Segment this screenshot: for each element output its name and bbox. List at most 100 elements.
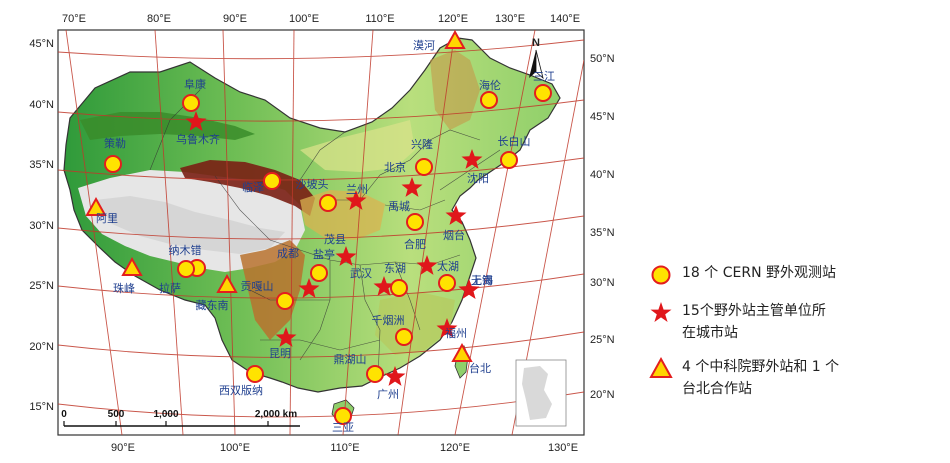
circle-marker-icon xyxy=(406,213,424,231)
station-32: 福州 xyxy=(436,318,467,340)
circle-marker-icon xyxy=(182,94,200,112)
station-label: 乌鲁木齐 xyxy=(176,132,220,146)
station-11: 沙坡头 xyxy=(296,178,337,212)
circle-marker-icon xyxy=(480,91,498,109)
north-label: N xyxy=(532,37,540,49)
station-label: 合肥 xyxy=(404,237,426,251)
station-37: 三亚 xyxy=(332,407,354,434)
station-label: 长白山 xyxy=(498,134,531,148)
top-tick-120e: 120°E xyxy=(438,13,468,25)
star-marker-icon xyxy=(650,302,672,322)
left-tick-20n: 20°N xyxy=(29,341,54,353)
station-8: 北京 xyxy=(384,158,433,176)
station-label: 禹城 xyxy=(388,200,410,213)
right-tick-45n: 45°N xyxy=(590,111,615,123)
southeast-hills xyxy=(375,292,455,355)
triangle-marker-icon xyxy=(121,256,143,276)
star-marker-icon xyxy=(445,205,467,225)
station-label: 沈阳 xyxy=(467,171,489,185)
station-label: 广州 xyxy=(377,388,399,401)
station-14: 烟台 xyxy=(443,205,467,242)
circle-marker-icon xyxy=(390,279,408,297)
bottom-tick-100e: 100°E xyxy=(220,442,250,454)
station-label: 昆明 xyxy=(269,347,291,360)
legend-row-star: 15个野外站主管单位所 在城市站 xyxy=(648,300,938,344)
station-5: 长白山 xyxy=(498,134,531,169)
circle-marker-icon xyxy=(310,264,328,282)
station-26: 东湖 xyxy=(384,262,408,297)
left-tick-25n: 25°N xyxy=(29,280,54,292)
station-1: 海伦 xyxy=(479,78,501,109)
scale-label-500: 500 xyxy=(108,409,125,420)
south-china-sea-inset xyxy=(515,359,567,427)
province-boundaries xyxy=(149,89,501,379)
triangle-marker-icon xyxy=(444,29,466,49)
circle-marker-icon xyxy=(500,151,518,169)
station-label: 上海 xyxy=(471,273,493,287)
station-label: 福州 xyxy=(445,326,467,340)
station-label: 三江 xyxy=(533,70,555,83)
star-marker-icon xyxy=(384,366,406,386)
station-label: 千烟洲 xyxy=(372,313,405,327)
station-13: 禹城 xyxy=(388,200,424,231)
star-marker-icon xyxy=(185,111,207,131)
right-tick-25n: 25°N xyxy=(590,334,615,346)
station-label: 太湖 xyxy=(437,260,459,273)
station-label: 藏东南 xyxy=(196,299,229,312)
station-label: 茂县 xyxy=(324,232,346,246)
triangle-marker-icon xyxy=(85,196,107,216)
scale-bar: 0 500 1,000 2,000 km xyxy=(61,409,300,427)
circle-marker-icon xyxy=(395,328,413,346)
scale-label-0: 0 xyxy=(61,409,67,420)
north-arrow: N xyxy=(529,37,544,80)
top-tick-90e: 90°E xyxy=(223,13,247,25)
star-marker-icon xyxy=(461,149,483,169)
station-10: 临泽 xyxy=(242,172,281,194)
scale-label-2000: 2,000 km xyxy=(255,409,297,420)
bottom-tick-120e: 120°E xyxy=(440,442,470,454)
circle-marker-icon xyxy=(276,292,294,310)
legend-row-triangle: 4 个中科院野外站和 1 个 台北合作站 xyxy=(648,356,938,400)
circle-marker-icon xyxy=(651,265,671,285)
station-label: 武汉 xyxy=(350,267,372,280)
top-tick-130e: 130°E xyxy=(495,13,525,25)
station-label: 台北 xyxy=(469,361,491,375)
station-label: 东湖 xyxy=(384,262,406,275)
station-12: 兰州 xyxy=(345,183,368,210)
top-tick-70e: 70°E xyxy=(62,13,86,25)
station-2: 三江 xyxy=(533,70,555,102)
station-35: 台北 xyxy=(451,342,491,375)
star-marker-icon xyxy=(298,278,320,298)
station-label: 三亚 xyxy=(332,421,354,434)
bottom-tick-130e: 130°E xyxy=(548,442,578,454)
station-30: 昆明 xyxy=(269,327,297,360)
station-label: 策勒 xyxy=(104,136,126,150)
northeast-highlands xyxy=(430,50,480,130)
inner-mongolia xyxy=(300,120,415,172)
left-tick-45n: 45°N xyxy=(29,38,54,50)
station-label: 西双版纳 xyxy=(219,383,263,397)
circle-marker-icon xyxy=(246,365,264,383)
scale-label-1000: 1,000 xyxy=(153,409,178,420)
station-3: 阜康 xyxy=(182,77,206,112)
station-label: 拉萨 xyxy=(159,281,181,295)
station-19: 藏东南 xyxy=(196,273,238,312)
circle-marker-icon xyxy=(319,194,337,212)
circle-marker-icon xyxy=(104,155,122,173)
triangle-marker-icon xyxy=(451,342,473,362)
star-marker-icon xyxy=(436,318,458,338)
station-label: 鼎湖山 xyxy=(334,353,367,366)
station-36: 西双版纳 xyxy=(219,365,264,397)
top-tick-110e: 110°E xyxy=(365,13,394,25)
star-marker-icon xyxy=(275,327,297,347)
station-6: 策勒 xyxy=(104,136,126,173)
station-label: 兴隆 xyxy=(411,137,433,151)
station-29: 上海 xyxy=(458,273,493,299)
legend-row-circle: 18 个 CERN 野外观测站 xyxy=(648,262,938,288)
top-ticks: 70°E 80°E 90°E 100°E 110°E 120°E 130°E 1… xyxy=(62,13,580,25)
circle-marker-icon xyxy=(415,158,433,176)
legend: 18 个 CERN 野外观测站 15个野外站主管单位所 在城市站 4 个中科院野… xyxy=(648,262,938,412)
station-18: 拉萨 xyxy=(159,260,195,295)
station-label: 兰州 xyxy=(346,183,368,196)
star-marker-icon xyxy=(335,246,357,266)
